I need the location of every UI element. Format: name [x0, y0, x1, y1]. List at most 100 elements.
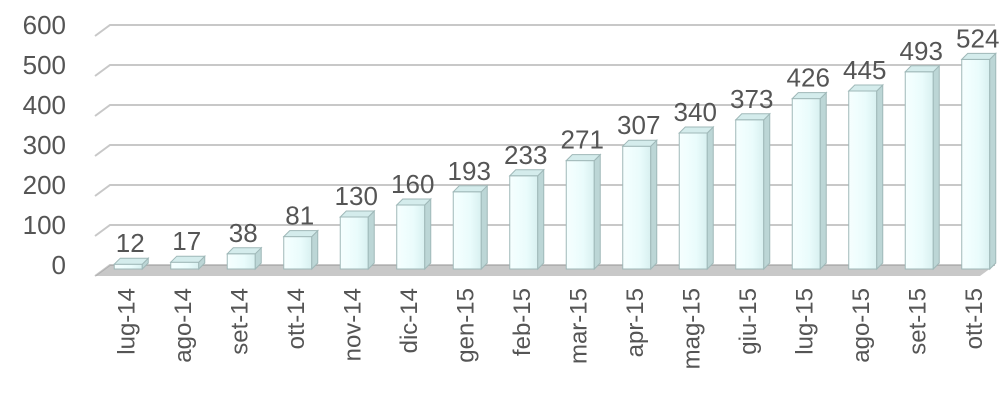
x-tick-label: mag-15 [678, 288, 705, 369]
x-tick-label: ott-15 [961, 288, 988, 349]
bar-top [282, 230, 319, 238]
bar-side [989, 52, 997, 271]
gridline [94, 64, 995, 77]
data-label: 524 [956, 23, 999, 53]
bar-side [367, 209, 375, 271]
x-tick-label: gen-15 [452, 288, 479, 363]
bar-top [904, 65, 941, 73]
bar-top [113, 257, 150, 265]
data-label: 271 [561, 125, 604, 155]
data-label: 445 [843, 55, 886, 85]
bar-side [593, 153, 601, 271]
bar-front [961, 58, 991, 270]
bar-top [565, 154, 602, 162]
data-label: 12 [116, 228, 145, 258]
y-tick-label: 100 [23, 210, 66, 240]
bar [113, 256, 150, 271]
data-label: 340 [674, 97, 717, 127]
x-tick-label: ago-15 [848, 288, 875, 363]
bar-side [819, 91, 827, 271]
bar-top [339, 210, 376, 218]
bar [395, 197, 432, 271]
bar-front [848, 90, 878, 270]
bar [282, 229, 319, 271]
data-label: 426 [787, 63, 830, 93]
bar-front [339, 216, 369, 270]
gridline [94, 104, 995, 117]
gridlines [94, 24, 995, 277]
bar [339, 209, 376, 271]
bar-front [170, 261, 200, 270]
y-tick-label: 0 [52, 250, 66, 280]
bar-top [508, 169, 545, 177]
bar [678, 125, 715, 271]
y-tick-label: 200 [23, 170, 66, 200]
data-label: 38 [229, 218, 258, 248]
bar-top [960, 52, 997, 60]
y-tick-label: 400 [23, 90, 66, 120]
bar-side [876, 83, 884, 271]
bar-front [678, 132, 708, 270]
bar-front [509, 175, 539, 270]
x-tick-label: ott-14 [283, 288, 310, 349]
x-tick-label: ago-14 [170, 288, 197, 363]
bar [508, 168, 545, 271]
chart-floor [95, 265, 995, 276]
bar-front [283, 236, 313, 270]
x-tick-label: set-14 [226, 288, 253, 355]
bar-side [650, 138, 658, 271]
bar-side [480, 184, 488, 271]
x-tick-label: feb-15 [509, 288, 536, 356]
bar-top [395, 198, 432, 206]
bar-top [169, 255, 206, 263]
bar [791, 91, 828, 271]
bar-side [763, 112, 771, 271]
data-label: 493 [900, 36, 943, 66]
bar [169, 254, 206, 271]
bar [452, 184, 489, 271]
bar-front [226, 253, 256, 270]
gridline [94, 24, 995, 37]
bar [734, 112, 771, 271]
data-labels: 12 17 38 81 130 160 193 233 271 307 340 373 426 445 49… [116, 23, 1000, 258]
bar [565, 153, 602, 271]
x-tick-label: giu-15 [735, 288, 762, 355]
floor-plane [95, 265, 995, 276]
bar-front [565, 160, 595, 270]
bar [847, 83, 884, 271]
data-label: 81 [285, 201, 314, 231]
x-tick-label: lug-14 [113, 288, 140, 355]
bar-front [904, 71, 934, 270]
bar-top [791, 92, 828, 100]
data-label: 193 [448, 156, 491, 186]
bar-top [678, 126, 715, 134]
bar-side [537, 168, 545, 271]
bar-front [452, 191, 482, 270]
bar-top [226, 247, 263, 255]
bar-top [621, 139, 658, 147]
bar-front [735, 119, 765, 270]
x-tick-label: mar-15 [565, 288, 592, 364]
bar-front [396, 204, 426, 270]
x-tick-label: apr-15 [622, 288, 649, 357]
bar-front [791, 98, 821, 270]
bar-side [932, 64, 940, 271]
bar [960, 52, 997, 271]
bar-front [113, 263, 143, 270]
y-tick-label: 300 [23, 130, 66, 160]
bar-front [622, 145, 652, 270]
bar-side [424, 197, 432, 271]
y-tick-label: 600 [23, 10, 66, 40]
data-label: 17 [172, 226, 201, 256]
x-tick-label: nov-14 [339, 288, 366, 361]
bar-top [452, 185, 489, 193]
bar [904, 64, 941, 271]
x-tick-label: dic-14 [396, 288, 423, 353]
y-axis: 0 100 200 300 400 500 600 [23, 10, 66, 280]
y-tick-label: 500 [23, 50, 66, 80]
x-axis: lug-14 ago-14 set-14 ott-14 nov-14 dic-14 gen-… [113, 288, 988, 369]
data-label: 130 [335, 181, 378, 211]
data-label: 307 [617, 110, 660, 140]
bar-top [734, 113, 771, 121]
